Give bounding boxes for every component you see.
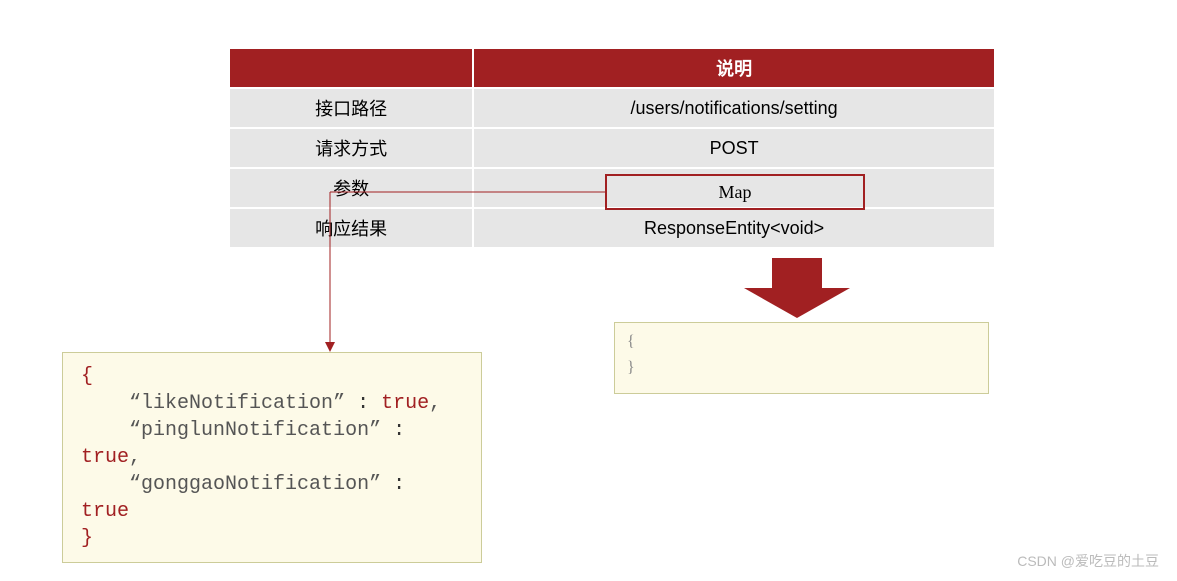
row-value: POST (473, 128, 995, 168)
map-highlight-box: Map (605, 174, 865, 210)
row-label: 接口路径 (229, 88, 473, 128)
json-entry: “gonggaoNotification” : true (81, 471, 463, 525)
json-key: pinglunNotification (141, 419, 369, 442)
response-json-box: { } (614, 322, 989, 394)
row-value: /users/notifications/setting (473, 88, 995, 128)
response-line: } (627, 355, 976, 381)
json-close-brace: } (81, 527, 93, 550)
row-label: 参数 (229, 168, 473, 208)
json-open-brace: { (81, 365, 93, 388)
api-spec-table: 说明 接口路径 /users/notifications/setting 请求方… (228, 47, 996, 249)
json-key: gonggaoNotification (141, 473, 369, 496)
json-entry: “pinglunNotification” : true, (81, 417, 463, 471)
result-arrow-icon (744, 258, 850, 318)
json-value: true (381, 392, 429, 415)
table-header-right: 说明 (473, 48, 995, 88)
json-value: true (81, 500, 129, 523)
json-entry: “likeNotification” : true, (81, 390, 463, 417)
param-json-box: { “likeNotification” : true, “pinglunNot… (62, 352, 482, 563)
map-highlight-text: Map (719, 182, 752, 203)
row-label: 请求方式 (229, 128, 473, 168)
table-row: 请求方式 POST (229, 128, 995, 168)
row-value: ResponseEntity<void> (473, 208, 995, 248)
row-label: 响应结果 (229, 208, 473, 248)
json-key: likeNotification (141, 392, 333, 415)
json-value: true (81, 446, 129, 469)
table-row: 接口路径 /users/notifications/setting (229, 88, 995, 128)
watermark: CSDN @爱吃豆的土豆 (1017, 551, 1159, 571)
table-header-left (229, 48, 473, 88)
response-line: { (627, 329, 976, 355)
table-row: 响应结果 ResponseEntity<void> (229, 208, 995, 248)
